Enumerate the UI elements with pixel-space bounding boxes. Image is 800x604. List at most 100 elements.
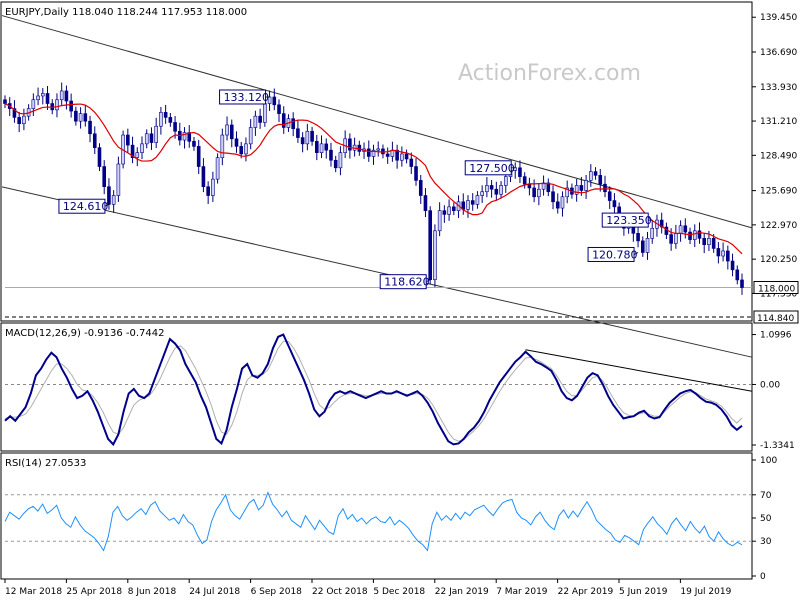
candle-down [711, 238, 716, 249]
x-tick-label: 7 Mar 2019 [496, 587, 548, 597]
candle-down [163, 112, 168, 118]
rsi-tick-label: 0 [760, 572, 766, 582]
candle-down [428, 210, 432, 280]
candle-up [674, 233, 678, 244]
candle-down [409, 158, 414, 167]
candle-up [574, 185, 579, 195]
candle-down [17, 117, 21, 125]
x-tick-label: 24 Jul 2018 [189, 587, 240, 597]
rsi-tick-label: 50 [760, 514, 772, 524]
candle-down [83, 113, 88, 122]
candle-down [366, 148, 371, 157]
macd-line [4, 333, 743, 447]
candle-up [263, 103, 267, 123]
candle-down [598, 175, 603, 185]
macd-tick-label: 0.00 [760, 380, 780, 390]
candle-up [707, 238, 711, 245]
candle-up [560, 196, 565, 209]
x-tick-label: 5 Dec 2018 [373, 587, 425, 597]
x-tick-label: 25 Apr 2018 [66, 587, 122, 597]
candle-down [168, 117, 173, 123]
candle-down [206, 186, 210, 196]
x-tick-label: 22 Oct 2018 [312, 587, 368, 597]
candle-down [192, 141, 196, 147]
candle-up [182, 132, 187, 141]
candle-down [281, 113, 286, 128]
candle-up [503, 176, 508, 186]
price-tick-label: 128.490 [760, 151, 797, 161]
candle-down [423, 195, 428, 211]
candle-down [130, 144, 135, 159]
candle-down [300, 137, 305, 145]
candle-up [400, 153, 404, 161]
candle-down [315, 141, 319, 153]
candle-down [126, 134, 130, 146]
lower-channel-line [1, 186, 753, 358]
candle-down [88, 120, 92, 135]
price-tick-label: 122.970 [760, 221, 797, 231]
candle-down [3, 99, 7, 104]
macd-tick-label: 1.0996 [760, 331, 792, 341]
rsi-tick-label: 30 [760, 537, 772, 547]
annotation-box [587, 246, 635, 262]
watermark: ActionForex.com [458, 61, 641, 86]
candle-up [376, 148, 381, 151]
candle-down [669, 234, 673, 244]
candle-up [40, 93, 45, 97]
candle-down [258, 115, 262, 123]
annotation-label: 124.610 [63, 200, 109, 213]
candle-up [338, 152, 343, 169]
candle-down [636, 233, 640, 242]
rsi-tick-label: 70 [760, 491, 772, 501]
candle-down [579, 185, 584, 191]
macd-tick-label: -1.3341 [760, 441, 795, 451]
annotation-label: 127.500 [469, 162, 515, 175]
candle-down [551, 191, 555, 203]
candle-down [726, 250, 730, 262]
price-panel-frame [0, 1, 753, 322]
candle-up [244, 143, 248, 155]
x-tick-label: 19 Jul 2019 [680, 587, 731, 597]
candle-down [102, 166, 107, 187]
moving-average-line [4, 103, 743, 255]
candle-down [418, 180, 423, 196]
candle-down [229, 124, 234, 140]
annotation-leader [426, 279, 431, 283]
price-tick-label: 133.930 [760, 83, 797, 93]
candle-up [225, 124, 229, 136]
annotation-box [464, 160, 512, 176]
candle-down [740, 279, 744, 288]
candle-up [248, 127, 253, 145]
candle-down [546, 182, 551, 193]
candle-down [532, 187, 536, 198]
candle-down [489, 185, 494, 190]
candle-down [612, 200, 617, 208]
candle-up [78, 113, 83, 122]
candle-up [22, 115, 26, 124]
x-tick-label: 8 Jun 2018 [128, 587, 177, 597]
candle-down [69, 100, 73, 112]
candle-down [593, 171, 598, 176]
candle-down [470, 200, 475, 205]
candle-down [291, 118, 295, 130]
candle-down [640, 240, 645, 253]
candle-up [59, 90, 64, 101]
macd-panel-frame [0, 322, 753, 452]
x-tick-label: 12 Mar 2018 [5, 587, 62, 597]
candle-down [683, 225, 688, 233]
candle-up [721, 250, 725, 257]
annotation-leader [633, 252, 639, 255]
x-tick-label: 5 Jun 2019 [619, 587, 668, 597]
candle-up [466, 200, 470, 210]
rsi-title: RSI(14) 27.0533 [5, 458, 86, 469]
price-tick-label: 131.210 [760, 117, 797, 127]
macd-trendline [525, 349, 753, 392]
candle-up [220, 134, 225, 159]
candle-up [371, 149, 376, 157]
candle-up [678, 225, 683, 234]
price-tick-label: 117.530 [760, 289, 797, 299]
candle-up [144, 133, 149, 145]
candle-down [452, 206, 456, 211]
candle-down [45, 93, 50, 104]
candle-up [433, 230, 437, 280]
